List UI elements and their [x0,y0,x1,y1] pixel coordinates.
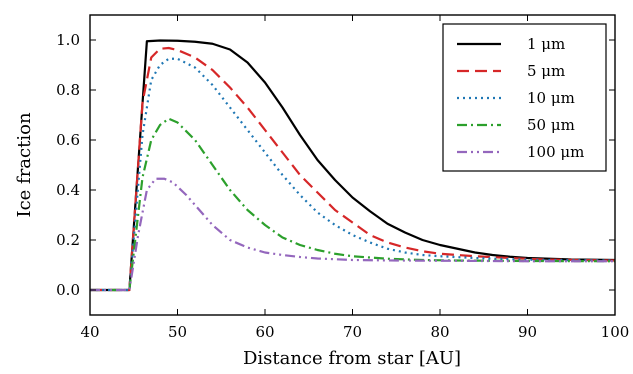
series-line-5 [90,177,615,292]
y-tick-label: 0.4 [56,181,80,199]
series-layer [90,39,615,292]
x-axis-label: Distance from star [AU] [243,348,461,369]
y-tick-label: 0.8 [56,81,80,99]
legend-label-1: 1 μm [527,35,565,53]
x-tick-label: 60 [255,323,274,341]
legend-label-2: 5 μm [527,62,565,80]
legend-label-4: 50 μm [527,116,575,134]
y-tick-label: 1.0 [56,31,80,49]
legend-label-3: 10 μm [527,89,575,107]
x-tick-label: 80 [430,323,449,341]
x-tick-label: 90 [518,323,537,341]
x-tick-label: 50 [168,323,187,341]
ticks-layer: 40 50 60 70 80 90 100 0.0 0.2 0.4 0.6 0.8 1.0 [56,15,629,341]
legend-label-5: 100 μm [527,143,584,161]
series-line-1 [90,39,615,292]
legend: 1 μm 5 μm 10 μm 50 μm 100 μm [442,23,607,172]
y-tick-label: 0.2 [56,231,80,249]
x-tick-label: 100 [601,323,630,341]
x-tick-label: 40 [80,323,99,341]
series-line-4 [90,117,615,292]
y-tick-label: 0.0 [56,281,80,299]
y-axis-label: Ice fraction [14,112,35,217]
y-tick-label: 0.6 [56,131,80,149]
x-tick-label: 70 [343,323,362,341]
